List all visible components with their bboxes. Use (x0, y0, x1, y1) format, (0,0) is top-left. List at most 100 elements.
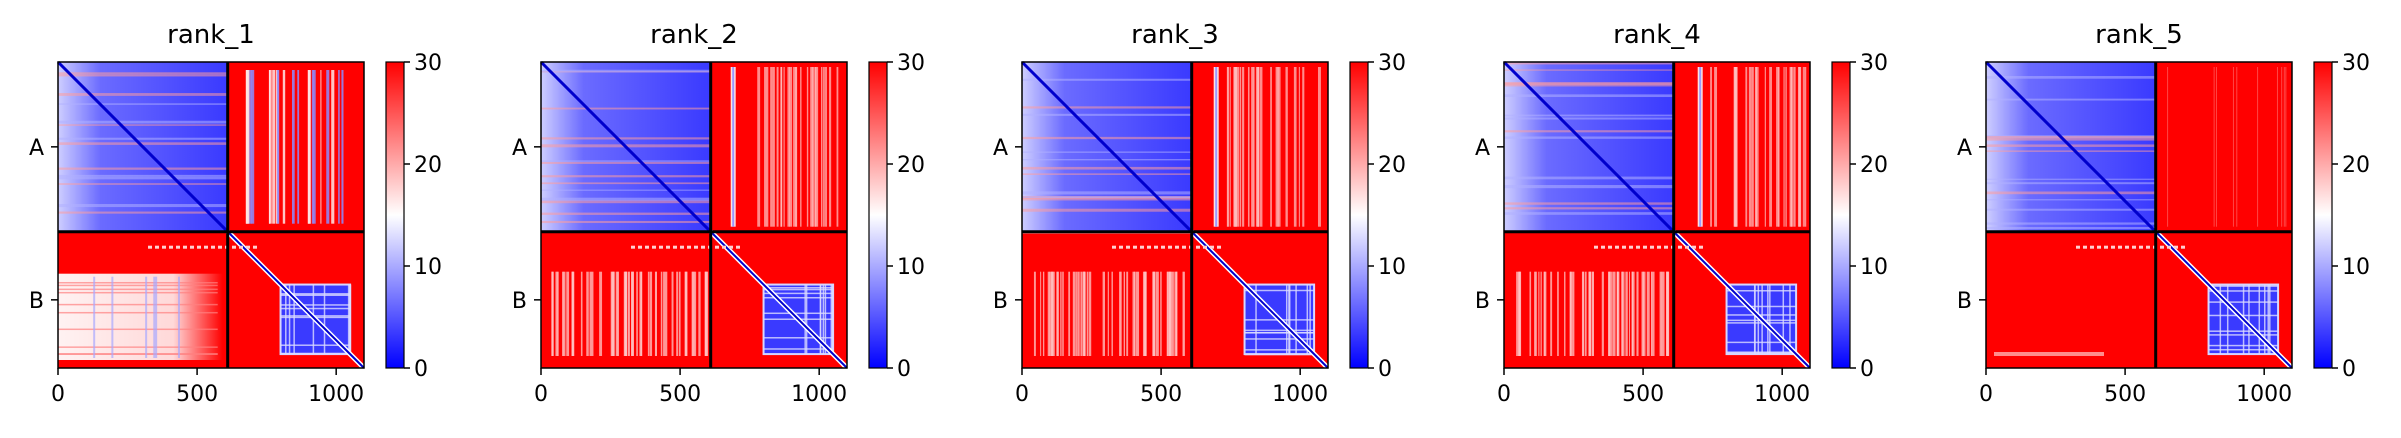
block-A-B-faint-stripe (787, 67, 790, 227)
block-A-A-row-stripe (541, 197, 711, 201)
block-A-B-faint-stripe (1745, 67, 1748, 227)
block-B-A (551, 245, 740, 356)
block-A-A-row-stripe (1504, 176, 1674, 180)
colorbar-tick-label: 10 (1860, 255, 1888, 280)
block-A-B-faint-stripe (1251, 67, 1254, 227)
diagonal-A (539, 60, 712, 233)
block-B-A-dot (645, 245, 649, 249)
block-B-A-dot (176, 245, 180, 249)
block-B-B-col-stripe (822, 284, 825, 355)
block-B-A-faint-stripe (678, 271, 681, 356)
block-B-A-col-stripe (93, 276, 96, 358)
block-B-A-faint-stripe (625, 271, 627, 356)
block-B-B-col-stripe (2263, 284, 2266, 355)
block-A-A-row-stripe (541, 69, 711, 73)
block-B-A-dot (1203, 245, 1207, 249)
block-B-B-row-stripe (280, 352, 351, 355)
block-B-B-col-stripe (1255, 284, 1257, 355)
block-A-B-stripe (272, 70, 276, 224)
block-B-A-faint-stripe (1168, 271, 1172, 356)
block-A-B-faint-stripe (1229, 67, 1231, 227)
block-B-A (58, 245, 257, 360)
colorbar-tick-label: 10 (414, 255, 442, 280)
block-B-A-dot (2090, 245, 2094, 249)
block-B-B-col-stripe (1782, 284, 1785, 355)
block-B-A-faint-stripe (1572, 271, 1575, 356)
block-A-B-faint-stripe (825, 67, 827, 227)
colorbar-tick-label: 30 (414, 51, 442, 76)
block-A-A-row-stripe (1022, 191, 1192, 195)
block-B-A-faint-stripe (636, 271, 638, 356)
block-A-B-faint-stripe (1797, 67, 1799, 227)
block-B-B (1671, 229, 1812, 370)
block-B-A-faint-stripe (1049, 271, 1053, 356)
block-A-B-stripe (268, 70, 271, 224)
block-A-B-stripe (320, 70, 322, 224)
colorbar-tick-label: 0 (1378, 357, 1392, 382)
block-B-A-faint-stripe (1612, 271, 1616, 356)
block-B-A-faint-stripe (1538, 271, 1540, 356)
block-B-B-row-stripe (763, 312, 834, 315)
colorbar-frame (1831, 61, 1851, 369)
block-B-A-faint-stripe (1535, 271, 1537, 356)
block-A-A-row-stripe (1986, 178, 2156, 180)
block-B-B-col-stripe (349, 284, 351, 355)
block-B-A-faint-stripe (1171, 271, 1174, 356)
block-B-A-faint-stripe (627, 271, 630, 356)
block-A-B-faint-stripe (2232, 67, 2234, 227)
block-B-A-faint-stripe (1173, 271, 1175, 356)
block-B-A-faint-stripe (1544, 271, 1547, 356)
block-B-B-col-stripe (2258, 284, 2261, 355)
block-B-A-faint-stripe (1086, 271, 1089, 356)
block-B-A-dot (736, 245, 740, 249)
block-B-A-dot (2097, 245, 2101, 249)
block-B-B-row-stripe (1726, 341, 1797, 344)
block-A-B-faint-stripe (1239, 67, 1242, 227)
block-B-A-faint-stripe (631, 271, 634, 356)
block-A-A-row-stripe (1022, 197, 1192, 201)
block-A-B-stripe (331, 70, 335, 224)
block-A-A-row-stripe (541, 137, 711, 140)
block-A-B-faint-stripe (1270, 67, 1272, 227)
block-B-A-faint-stripe (613, 271, 615, 356)
colorbar-tick-label: 30 (1378, 51, 1406, 76)
block-B-B-row-stripe (2208, 348, 2279, 351)
chart-title: rank_3 (1131, 20, 1219, 50)
block-B-A-faint-stripe (1588, 271, 1592, 356)
block-A-A-row-stripe (1986, 136, 2156, 139)
block-A-B-faint-stripe (757, 67, 761, 227)
block-B-A-dot (659, 245, 663, 249)
x-tick-label: 500 (1622, 382, 1664, 407)
x-tick-label: 0 (51, 382, 65, 407)
block-B-A-faint-stripe (1051, 271, 1054, 356)
block-A-A-row-stripe (1504, 136, 1674, 139)
block-B-A-dot (162, 245, 166, 249)
diagonal-B (1190, 230, 1329, 369)
block-B-B-col-stripe (323, 284, 326, 355)
block-B-A-row-stripe (58, 284, 218, 287)
block-A-B-faint-stripe (783, 67, 785, 227)
block-A-A-row-stripe (1504, 62, 1674, 65)
panel-rank_3: rank_3 0 500 1000 A B 0 10 20 30 (993, 20, 1406, 407)
y-tick-label: A (993, 136, 1008, 161)
block-A-A-row-stripe (1022, 173, 1192, 175)
block-B-A-faint-stripe (1083, 271, 1086, 356)
block-B-A-faint-stripe (591, 271, 594, 356)
block-B-A-dot (1175, 245, 1179, 249)
block-A-B-faint-stripe (1790, 67, 1793, 227)
block-A-B-faint-stripe (1255, 67, 1259, 227)
block-A-B-stripe (297, 70, 300, 224)
block-B-A-faint-stripe (1142, 271, 1146, 356)
block-A-A-row-stripe (58, 93, 228, 96)
block-A-A-row-stripe (1986, 138, 2156, 141)
block-B-B-row-stripe (763, 288, 834, 291)
block-A-A-row-stripe (1022, 151, 1192, 153)
block-A-B-faint-stripe (1257, 67, 1260, 227)
block-B-A-faint-stripe (599, 271, 603, 356)
block-B-B-col-stripe (1767, 284, 1769, 355)
colorbar (1832, 62, 1850, 368)
block-B-A-dot (190, 245, 194, 249)
block-B-A-dot (1664, 245, 1668, 249)
block-B-A-faint-stripe (1650, 271, 1653, 356)
block-B-A-faint-stripe (1608, 271, 1611, 356)
